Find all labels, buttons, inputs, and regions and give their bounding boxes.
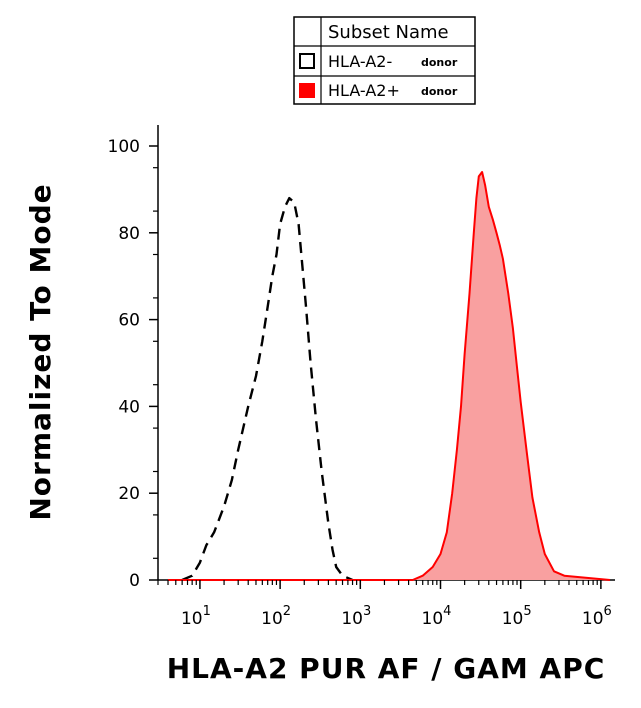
legend-header: Subset Name bbox=[328, 22, 449, 43]
legend-label-hla-a2-pos: HLA-A2+ bbox=[328, 81, 400, 100]
y-tick-label: 0 bbox=[129, 571, 140, 591]
legend-note-hla-a2-pos: donor bbox=[421, 85, 458, 98]
series-layer bbox=[168, 171, 611, 582]
series-line-hla-a2-pos bbox=[168, 171, 611, 581]
x-tick-label: 102 bbox=[261, 604, 291, 629]
x-tick-label: 101 bbox=[181, 604, 211, 629]
x-tick-label: 105 bbox=[502, 604, 532, 629]
legend-frame bbox=[293, 16, 476, 105]
y-tick-label: 60 bbox=[118, 311, 140, 331]
legend: Subset Name HLA-A2- donor HLA-A2+ donor bbox=[293, 16, 476, 105]
x-tick-label: 104 bbox=[422, 604, 452, 629]
y-tick-label: 40 bbox=[118, 397, 140, 417]
x-axis-ticks: 101 102 103 104 105 106 bbox=[157, 580, 612, 629]
y-tick-label: 100 bbox=[108, 137, 140, 157]
x-tick-label: 106 bbox=[582, 604, 612, 629]
y-axis-title: Normalized To Mode bbox=[24, 183, 57, 520]
legend-swatch-hla-a2-pos bbox=[299, 83, 315, 98]
x-tick-label: 103 bbox=[341, 604, 371, 629]
legend-swatch-hla-a2-neg bbox=[299, 53, 315, 69]
series-line-hla-a2-neg bbox=[181, 196, 353, 582]
y-axis-ticks: 0 20 40 60 80 100 bbox=[108, 137, 158, 591]
x-axis-title: HLA-A2 PUR AF / GAM APC bbox=[167, 652, 606, 685]
legend-label-hla-a2-neg: HLA-A2- bbox=[328, 52, 392, 71]
y-tick-label: 20 bbox=[118, 484, 140, 504]
y-tick-label: 80 bbox=[118, 224, 140, 244]
series-fill-hla-a2-pos bbox=[168, 172, 610, 580]
legend-note-hla-a2-neg: donor bbox=[421, 56, 458, 69]
